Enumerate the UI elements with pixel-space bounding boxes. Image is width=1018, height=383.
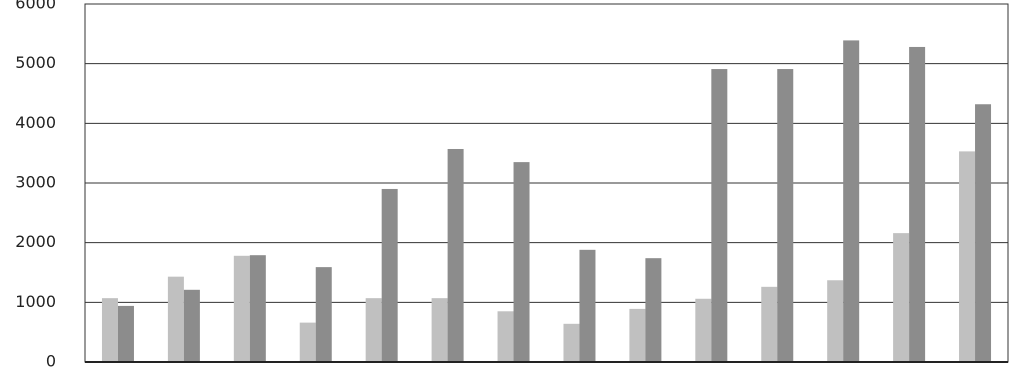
bar: [117, 305, 134, 362]
bar: [315, 267, 332, 362]
bar: [167, 276, 184, 362]
y-tick-label: 2000: [15, 232, 56, 251]
bar: [695, 298, 712, 362]
y-tick-label: 0: [46, 352, 56, 371]
bar: [909, 46, 926, 363]
bar: [645, 258, 662, 362]
bar: [249, 255, 266, 362]
bar: [431, 298, 448, 362]
bar: [365, 298, 382, 362]
bar: [761, 286, 778, 362]
bar: [893, 233, 910, 362]
y-tick-label: 1000: [15, 292, 56, 311]
bar: [629, 308, 646, 362]
bar: [447, 148, 464, 362]
y-tick-label: 4000: [15, 113, 56, 132]
y-tick-label: 3000: [15, 173, 56, 192]
bar: [101, 298, 118, 362]
bar: [233, 255, 250, 362]
bar: [497, 311, 514, 362]
bar: [975, 104, 992, 363]
bar: [563, 323, 580, 362]
bar: [579, 249, 596, 362]
bar: [777, 69, 794, 362]
bar: [299, 322, 316, 362]
bar: [843, 40, 860, 362]
bar: [711, 69, 728, 362]
bar: [827, 280, 844, 362]
bar: [183, 289, 200, 362]
y-tick-label: 5000: [15, 53, 56, 72]
y-tick-label: 6000: [15, 0, 56, 13]
bar: [381, 188, 398, 362]
bar: [959, 151, 976, 362]
bar: [513, 162, 530, 362]
